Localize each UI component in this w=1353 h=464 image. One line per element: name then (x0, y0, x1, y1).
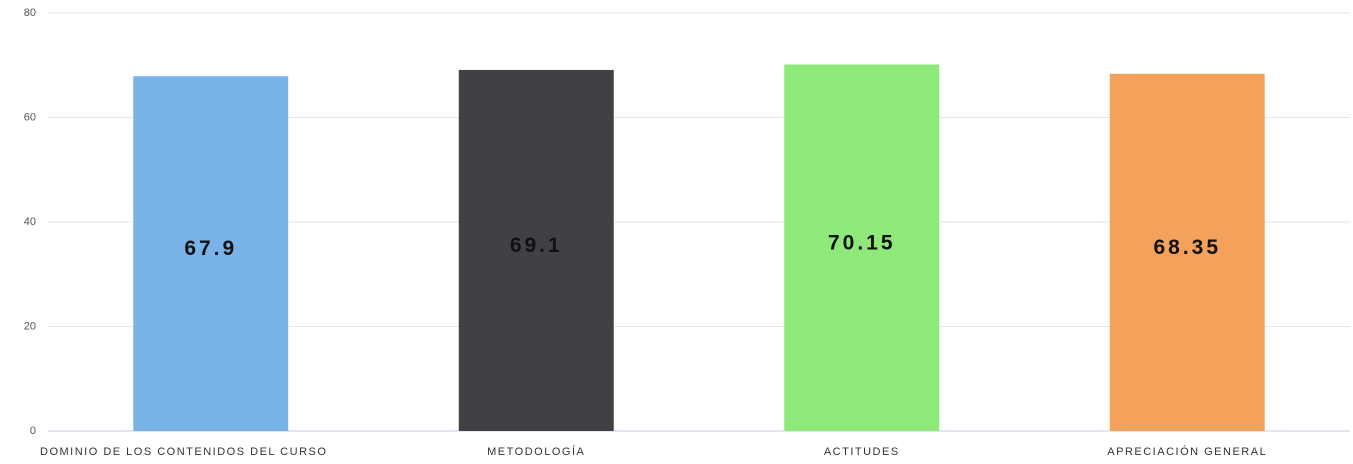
x-tick-label: APRECIACIÓN GENERAL (1107, 445, 1267, 458)
y-tick-label: 80 (24, 7, 36, 19)
value-label: 70.15 (828, 231, 896, 254)
value-label: 67.9 (184, 237, 237, 260)
x-tick-label: METODOLOGÍA (487, 445, 585, 458)
y-tick-label: 60 (24, 111, 36, 123)
y-tick-label: 20 (24, 320, 36, 332)
x-tick-label: ACTITUDES (824, 446, 900, 458)
bar (133, 76, 289, 431)
value-label: 68.35 (1153, 236, 1221, 259)
y-tick-label: 40 (24, 216, 36, 228)
y-tick-label: 0 (30, 425, 36, 437)
bar (1109, 73, 1265, 431)
bar (458, 69, 614, 431)
bar (784, 64, 940, 431)
value-label: 69.1 (510, 234, 563, 257)
x-tick-label: DOMINIO DE LOS CONTENIDOS DEL CURSO (40, 446, 327, 458)
